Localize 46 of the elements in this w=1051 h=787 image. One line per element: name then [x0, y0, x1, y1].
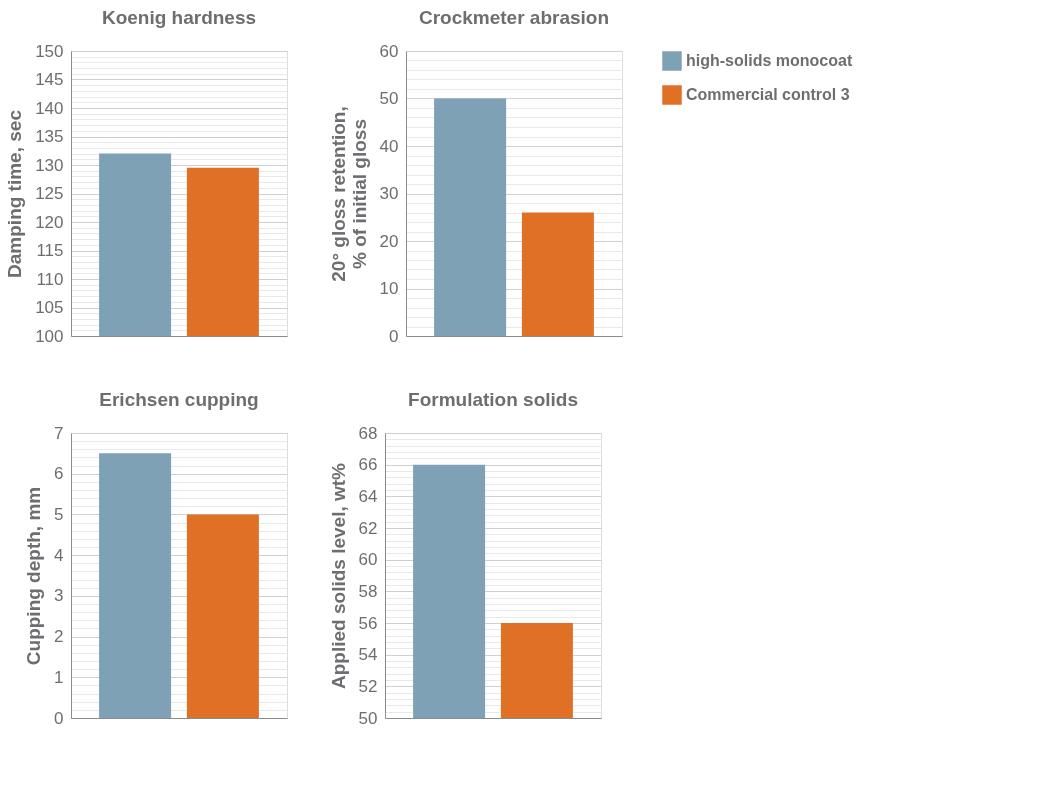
y-tick-label: 105 — [35, 298, 64, 317]
y-tick-label: 2 — [54, 627, 64, 647]
y-axis-title: Cupping depth, mm — [23, 486, 45, 666]
y-tick-label: 52 — [358, 676, 378, 696]
y-tick-label: 0 — [54, 708, 64, 728]
y-tick-label: 110 — [36, 269, 64, 289]
y-tick-label: 150 — [35, 41, 64, 61]
y-tick-label: 4 — [54, 545, 64, 565]
y-tick-label: 5 — [54, 504, 64, 524]
legend-label: Commercial control 3 — [686, 86, 850, 103]
y-tick-label: 100 — [35, 326, 64, 346]
y-tick-label: 50 — [358, 708, 378, 728]
legend-label: high-solids monocoat — [686, 52, 853, 69]
y-tick-label: 56 — [358, 613, 378, 633]
y-tick-label: 40 — [379, 136, 399, 156]
y-tick-label: 20 — [379, 231, 399, 251]
y-tick-label: 30 — [379, 184, 399, 203]
y-tick-label: 58 — [358, 581, 378, 601]
y-tick-label: 120 — [35, 212, 64, 232]
y-tick-label: 64 — [358, 486, 378, 506]
chart-title: Crockmeter abrasion — [418, 7, 610, 28]
y-tick-label: 3 — [54, 586, 64, 606]
y-tick-label: 140 — [35, 98, 64, 118]
y-tick-label: 1 — [54, 667, 64, 687]
y-axis-title: 20° gloss retention, % of initial gloss — [327, 106, 370, 282]
y-tick-label: 135 — [35, 127, 64, 146]
y-tick-label: 145 — [35, 70, 64, 89]
y-axis-title: Applied solids level, wt% — [327, 462, 349, 689]
chart-title: Koenig hardness — [101, 7, 257, 28]
y-tick-label: 10 — [379, 279, 399, 298]
y-tick-label: 6 — [54, 464, 64, 484]
y-tick-label: 125 — [35, 184, 64, 203]
y-axis-title: Damping time, sec — [4, 109, 26, 278]
y-tick-label: 62 — [358, 518, 378, 538]
y-tick-label: 60 — [358, 550, 378, 570]
y-tick-label: 115 — [36, 241, 64, 260]
y-tick-label: 54 — [358, 645, 378, 665]
chart-title: Erichsen cupping — [99, 389, 259, 410]
chart-title: Formulation solids — [408, 389, 578, 410]
y-tick-label: 7 — [54, 423, 64, 443]
y-tick-label: 50 — [379, 89, 399, 108]
y-tick-label: 68 — [358, 423, 378, 443]
y-tick-label: 130 — [35, 155, 64, 175]
y-tick-label: 60 — [379, 41, 399, 61]
y-tick-label: 0 — [389, 326, 399, 346]
y-tick-label: 66 — [358, 455, 378, 475]
